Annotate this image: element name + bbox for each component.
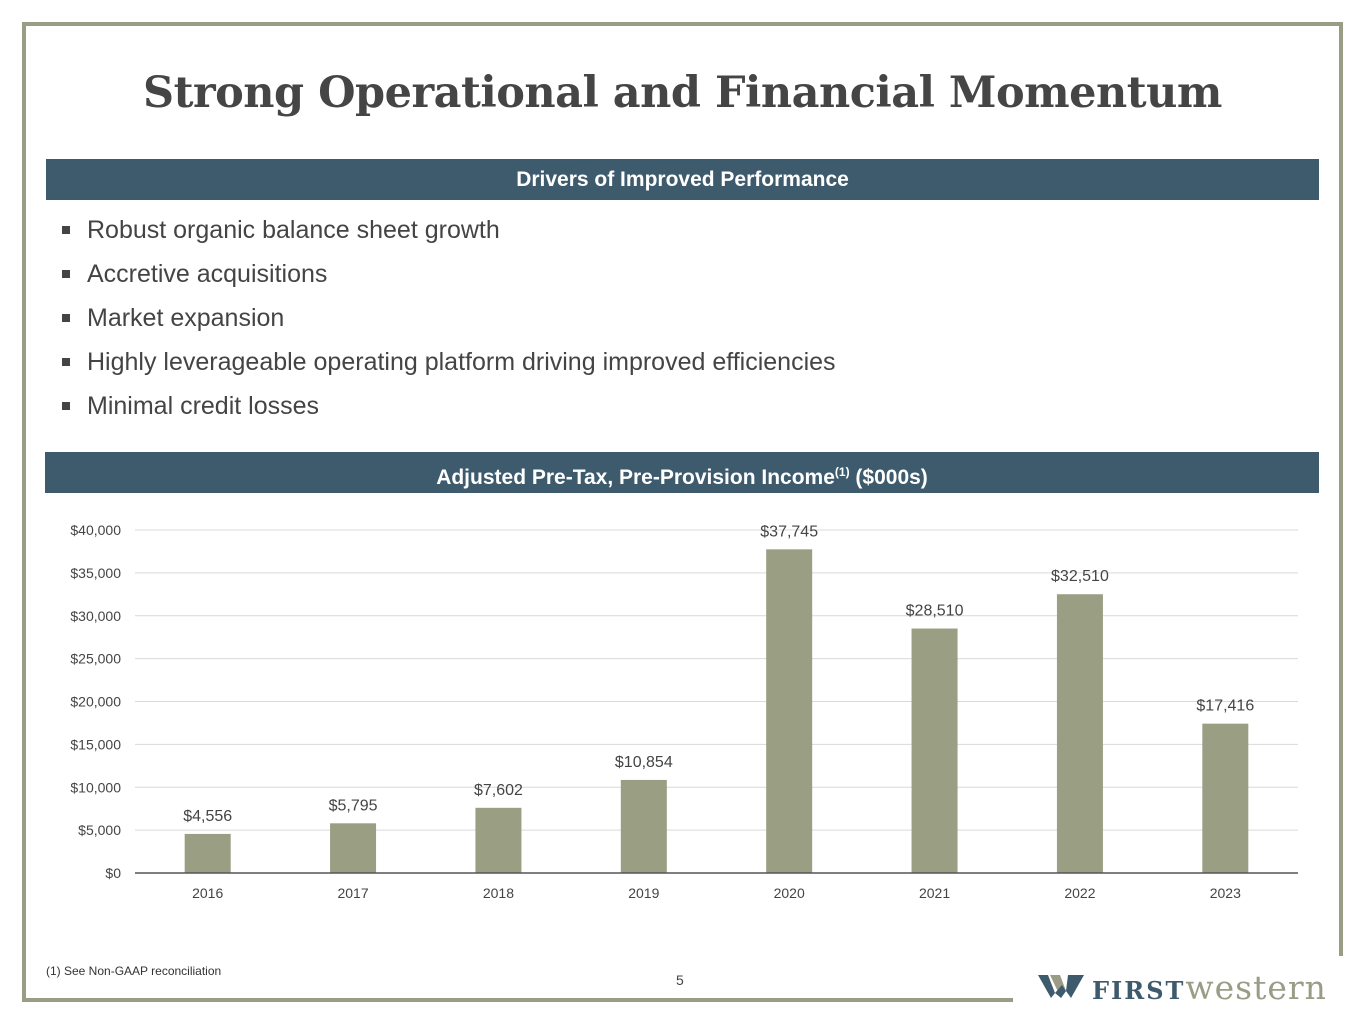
y-tick-label: $35,000 (70, 565, 121, 581)
drivers-header: Drivers of Improved Performance (46, 159, 1319, 200)
bar-2017 (330, 823, 377, 873)
x-tick-label: 2021 (919, 885, 950, 901)
bullet-icon (62, 314, 70, 322)
list-item-text: Highly leverageable operating platform d… (87, 348, 836, 376)
frame-border-left (22, 22, 26, 1002)
list-item-text: Minimal credit losses (87, 392, 320, 420)
y-tick-label: $15,000 (70, 736, 121, 752)
list-item: Accretive acquisitions (60, 252, 836, 296)
bar-2021 (911, 628, 958, 873)
logo-text-first: FIRST (1092, 976, 1186, 1005)
bar-2018 (475, 807, 522, 873)
data-label: $10,854 (615, 754, 673, 771)
x-tick-label: 2016 (192, 885, 223, 901)
list-item-text: Robust organic balance sheet growth (87, 216, 500, 244)
chart-header-units: ($000s) (849, 466, 928, 489)
chart-header-text: Adjusted Pre-Tax, Pre-Provision Income (436, 466, 835, 489)
y-tick-label: $40,000 (70, 522, 121, 538)
y-tick-label: $10,000 (70, 779, 121, 795)
list-item: Minimal credit losses (60, 384, 836, 428)
frame-border-bottom (22, 998, 1013, 1002)
y-tick-label: $5,000 (78, 822, 121, 838)
bullet-icon (62, 402, 70, 410)
data-label: $37,745 (760, 523, 818, 540)
bar-2023 (1202, 723, 1249, 873)
income-bar-chart: $0 $5,000 $10,000 $15,000 $20,000 $25,000 $30,… (70, 522, 1298, 901)
data-label: $5,795 (329, 797, 378, 814)
list-item: Market expansion (60, 296, 836, 340)
chart-header-footnote-ref: (1) (834, 465, 850, 479)
bar-2020 (766, 549, 813, 873)
data-label: $28,510 (906, 603, 964, 620)
bullet-icon (62, 358, 70, 366)
list-item: Highly leverageable operating platform d… (60, 340, 836, 384)
bar-2016 (184, 833, 231, 873)
x-tick-label: 2018 (483, 885, 514, 901)
drivers-list: Robust organic balance sheet growth Accr… (60, 208, 836, 428)
frame-border-top (22, 22, 1343, 26)
page-number: 5 (676, 972, 684, 988)
y-tick-label: $25,000 (70, 651, 121, 667)
y-tick-label: $20,000 (70, 694, 121, 710)
bar-2022 (1056, 594, 1103, 873)
x-tick-label: 2019 (628, 885, 659, 901)
data-label: $4,556 (183, 808, 232, 825)
bullet-icon (62, 270, 70, 278)
logo-w-icon (1038, 975, 1084, 998)
chart-header: Adjusted Pre-Tax, Pre-Provision Income(1… (45, 452, 1319, 493)
x-tick-label: 2017 (337, 885, 368, 901)
data-label: $7,602 (474, 782, 523, 799)
bullet-icon (62, 226, 70, 234)
footnote: (1) See Non-GAAP reconciliation (46, 964, 222, 978)
slide-title: Strong Operational and Financial Momentu… (143, 68, 1222, 118)
bar-2019 (620, 779, 667, 873)
x-tick-label: 2020 (774, 885, 805, 901)
data-label: $32,510 (1051, 568, 1109, 585)
logo-text-western: western (1185, 968, 1327, 1007)
frame-border-right (1339, 22, 1343, 956)
data-label: $17,416 (1196, 698, 1254, 715)
y-tick-label: $0 (105, 865, 121, 881)
list-item-text: Market expansion (87, 304, 285, 332)
x-tick-label: 2022 (1064, 885, 1095, 901)
list-item-text: Accretive acquisitions (87, 260, 328, 288)
first-western-logo: FIRST western (1038, 968, 1327, 1007)
y-tick-label: $30,000 (70, 608, 121, 624)
x-tick-label: 2023 (1210, 885, 1241, 901)
list-item: Robust organic balance sheet growth (60, 208, 836, 252)
